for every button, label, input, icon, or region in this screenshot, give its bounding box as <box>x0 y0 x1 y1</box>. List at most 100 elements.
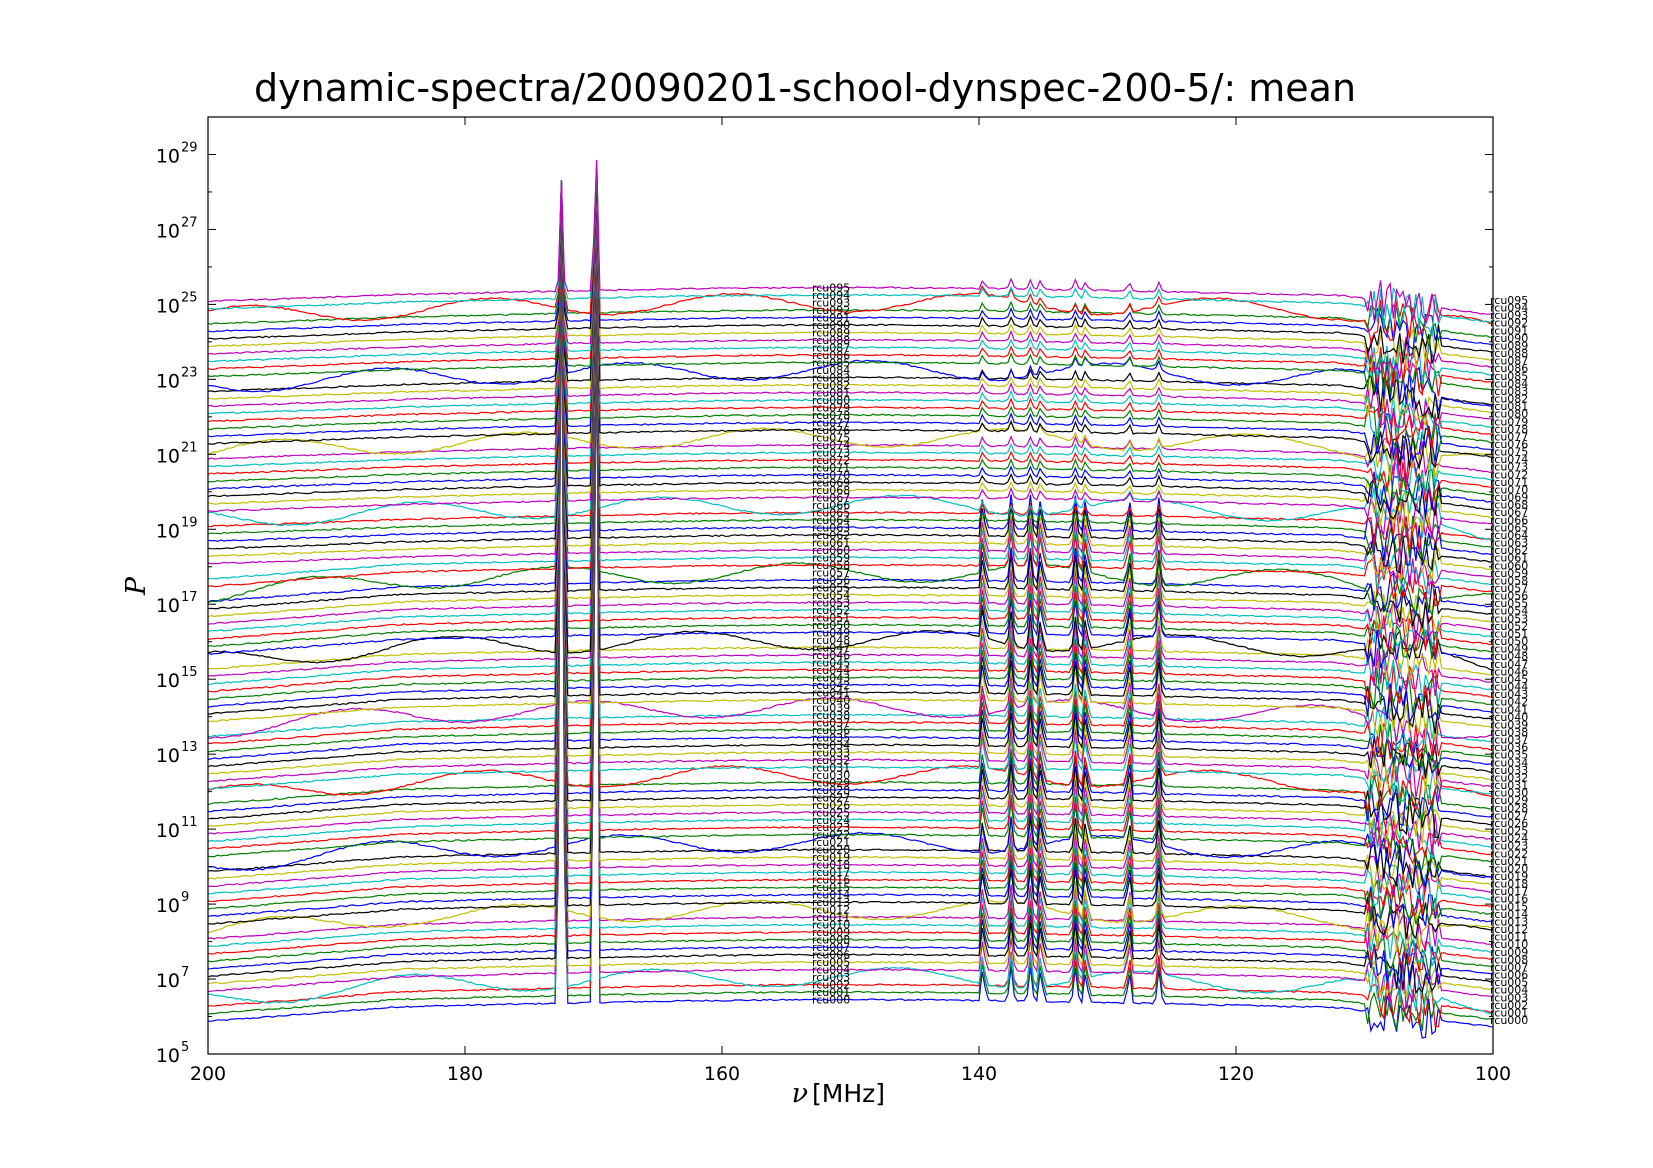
series-end-label: rcu078 <box>1490 423 1528 436</box>
series-line <box>208 180 1493 925</box>
series-mid-label: rcu006 <box>812 949 850 962</box>
series-line <box>208 180 1493 481</box>
series-line <box>208 180 1493 917</box>
series-line <box>208 181 1493 471</box>
series-mid-label: rcu082 <box>812 379 850 392</box>
series-mid-label: rcu038 <box>812 709 850 722</box>
series-line <box>208 180 1493 855</box>
series-mid-label: rcu018 <box>812 859 850 872</box>
series-line <box>208 179 1493 995</box>
y-tick-label: 10 <box>156 520 180 542</box>
y-tick-label: 10 <box>156 670 180 692</box>
series-end-label: rcu081 <box>1490 400 1528 413</box>
series-mid-label: rcu087 <box>812 342 850 355</box>
series-end-label: rcu084 <box>1490 377 1528 390</box>
series-end-label: rcu008 <box>1490 953 1528 966</box>
series-end-label: rcu051 <box>1490 627 1528 640</box>
series-line <box>208 180 1493 734</box>
series-line <box>208 159 1493 323</box>
y-tick-exponent: 7 <box>181 965 189 980</box>
series-end-label: rcu093 <box>1490 309 1528 322</box>
x-tick-label: 100 <box>1475 1063 1511 1085</box>
series-line <box>208 180 1493 845</box>
series-line <box>208 180 1493 542</box>
series-end-label: rcu086 <box>1490 362 1528 375</box>
x-axis-symbol: ν <box>792 1078 808 1109</box>
series-mid-label: rcu029 <box>812 776 850 789</box>
series-end-label: rcu088 <box>1490 347 1528 360</box>
series-line <box>208 179 1493 449</box>
y-tick-exponent: 19 <box>181 515 198 530</box>
series-mid-label: rcu023 <box>812 821 850 834</box>
series-line <box>208 181 1493 803</box>
series-mid-label: rcu041 <box>812 686 850 699</box>
series-layer <box>208 159 1493 1039</box>
series-mid-label: rcu050 <box>812 619 850 632</box>
series-line <box>208 180 1493 505</box>
series-line <box>208 170 1493 384</box>
series-mid-label: rcu066 <box>812 499 850 512</box>
series-line <box>208 180 1493 802</box>
series-end-label: rcu073 <box>1490 461 1528 474</box>
y-tick-label: 10 <box>156 220 180 242</box>
series-line <box>208 168 1493 371</box>
series-mid-label: rcu039 <box>812 701 850 714</box>
series-mid-label: rcu014 <box>812 889 850 902</box>
series-mid-label: rcu081 <box>812 386 850 399</box>
series-line <box>208 180 1493 957</box>
series-mid-label: rcu019 <box>812 851 850 864</box>
series-mid-label: rcu073 <box>812 446 850 459</box>
series-mid-label: rcu056 <box>812 574 850 587</box>
series-line <box>208 180 1493 769</box>
y-tick-label: 10 <box>156 370 180 392</box>
series-line <box>208 180 1493 752</box>
series-end-label: rcu063 <box>1490 537 1528 550</box>
series-end-label: rcu006 <box>1490 969 1528 982</box>
series-line <box>208 175 1493 426</box>
series-end-label: rcu022 <box>1490 847 1528 860</box>
series-end-label: rcu091 <box>1490 324 1528 337</box>
series-mid-label: rcu062 <box>812 529 850 542</box>
series-line <box>208 176 1493 430</box>
series-end-label: rcu025 <box>1490 825 1528 838</box>
series-end-label: rcu085 <box>1490 370 1528 383</box>
y-axis-label: P <box>121 576 152 596</box>
series-line <box>208 180 1493 642</box>
series-mid-label: rcu015 <box>812 881 850 894</box>
series-mid-label: rcu012 <box>812 904 850 917</box>
series-mid-label: rcu094 <box>812 289 850 302</box>
series-line <box>208 180 1493 986</box>
series-end-label: rcu052 <box>1490 620 1528 633</box>
series-mid-label: rcu059 <box>812 551 850 564</box>
series-end-label: rcu000 <box>1490 1014 1528 1027</box>
y-tick-exponent: 11 <box>181 815 198 830</box>
series-line <box>208 180 1493 552</box>
series-mid-label: rcu011 <box>812 911 850 924</box>
y-tick-exponent: 29 <box>181 140 198 155</box>
series-end-label: rcu028 <box>1490 802 1528 815</box>
series-mid-label: rcu078 <box>812 409 850 422</box>
x-tick-label: 200 <box>190 1063 226 1085</box>
x-tick-label: 140 <box>961 1063 997 1085</box>
series-end-label: rcu060 <box>1490 559 1528 572</box>
series-end-label: rcu040 <box>1490 711 1528 724</box>
y-tick-label: 10 <box>156 745 180 767</box>
series-mid-label: rcu068 <box>812 484 850 497</box>
y-tick-exponent: 25 <box>181 290 198 305</box>
series-line <box>208 180 1493 574</box>
series-mid-label: rcu046 <box>812 649 850 662</box>
series-line <box>208 180 1493 999</box>
series-line <box>208 180 1493 1015</box>
series-mid-label: rcu060 <box>812 544 850 557</box>
series-mid-label: rcu032 <box>812 754 850 767</box>
series-mid-label: rcu003 <box>812 971 850 984</box>
series-line <box>208 181 1493 755</box>
series-end-label: rcu044 <box>1490 681 1528 694</box>
series-line <box>208 180 1493 779</box>
series-line <box>208 180 1493 1009</box>
series-end-label: rcu079 <box>1490 415 1528 428</box>
series-mid-label: rcu049 <box>812 626 850 639</box>
series-end-label: rcu054 <box>1490 605 1528 618</box>
series-mid-label: rcu061 <box>812 536 850 549</box>
